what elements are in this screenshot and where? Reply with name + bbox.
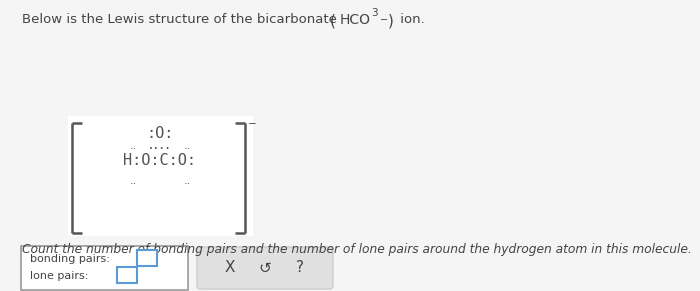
Text: ion.: ion.	[396, 13, 425, 26]
Text: H:O:C:O:: H:O:C:O:	[123, 153, 197, 168]
Text: :O:: :O:	[146, 126, 174, 141]
Text: Below is the Lewis structure of the bicarbonate: Below is the Lewis structure of the bica…	[22, 13, 341, 26]
Text: ): )	[388, 13, 394, 28]
Text: ··: ··	[130, 179, 136, 189]
Text: 3: 3	[371, 8, 377, 18]
Text: ?: ?	[296, 260, 304, 276]
Text: ··: ··	[130, 144, 136, 154]
Text: ····: ····	[148, 144, 172, 154]
Text: X: X	[225, 260, 235, 276]
Text: −: −	[380, 15, 388, 25]
FancyBboxPatch shape	[137, 250, 157, 266]
Text: bonding pairs:: bonding pairs:	[30, 254, 110, 264]
FancyBboxPatch shape	[117, 267, 137, 283]
Text: Count the number of bonding pairs and the number of lone pairs around the hydrog: Count the number of bonding pairs and th…	[22, 243, 692, 256]
Bar	[68, 116, 253, 236]
Text: −: −	[248, 119, 257, 129]
FancyBboxPatch shape	[21, 246, 188, 290]
Text: ··: ··	[183, 144, 190, 154]
Text: ↺: ↺	[258, 260, 272, 276]
Text: lone pairs:: lone pairs:	[30, 271, 88, 281]
Text: ··: ··	[183, 179, 190, 189]
FancyBboxPatch shape	[197, 247, 333, 289]
Text: HCO: HCO	[340, 13, 371, 27]
Text: (: (	[330, 13, 336, 28]
